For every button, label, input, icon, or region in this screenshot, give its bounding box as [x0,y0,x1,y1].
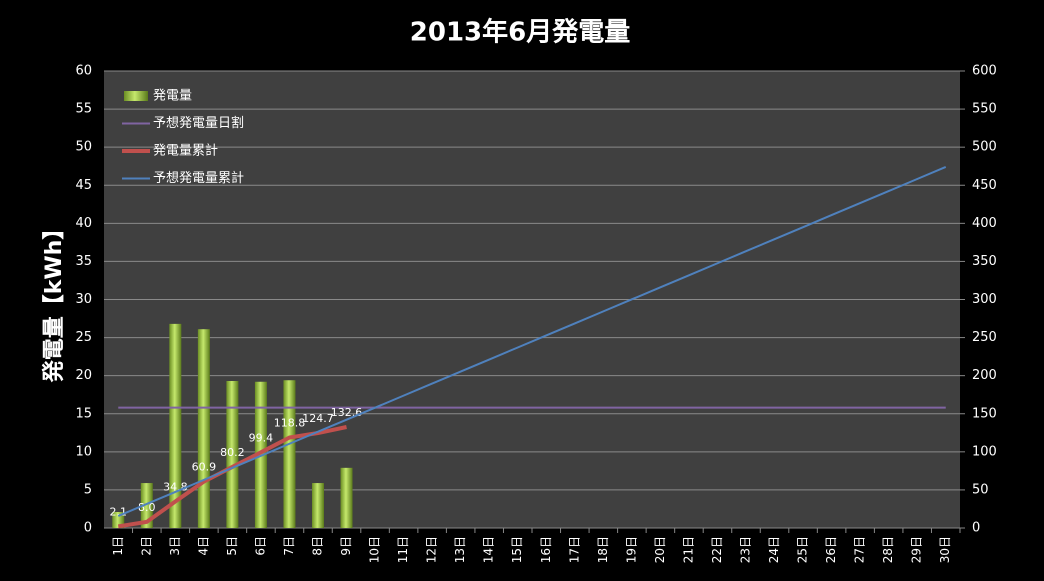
bar [169,323,182,528]
x-tick-label: 1日 [111,536,125,556]
x-tick-label: 3日 [168,536,182,556]
legend-label: 予想発電量日割 [153,115,244,131]
x-tick-label: 15日 [510,536,524,563]
x-tick-label: 27日 [853,536,867,563]
y2-tick-label: 350 [972,254,997,269]
y-tick-label: 0 [84,521,92,536]
bar [283,380,296,528]
line [117,166,947,517]
x-tick-label: 24日 [767,536,781,563]
data-label: 124.7 [302,412,334,425]
x-tick-label: 8日 [311,536,325,556]
y-tick-label: 55 [75,102,92,117]
y-tick-label: 50 [75,140,92,155]
y-tick-label: 45 [75,178,92,193]
data-label: 80.2 [220,446,245,459]
x-tick-label: 11日 [396,536,410,563]
y-tick-label: 40 [75,216,92,231]
x-tick-label: 26日 [824,536,838,563]
data-label: 2.1 [110,505,128,518]
x-tick-label: 17日 [567,536,581,563]
legend-label: 予想発電量累計 [153,170,244,186]
data-label: 132.6 [331,406,363,419]
x-tick-label: 18日 [596,536,610,563]
y2-tick-label: 250 [972,330,997,345]
y2-tick-label: 450 [972,178,997,193]
x-tick-label: 14日 [482,536,496,563]
x-tick-label: 25日 [796,536,810,563]
x-tick-label: 20日 [653,536,667,563]
chart-title: 2013年6月発電量 [410,17,630,48]
x-tick-label: 12日 [425,536,439,563]
y2-tick-label: 300 [972,292,997,307]
legend-label: 発電量累計 [153,143,218,159]
y-tick-label: 35 [75,254,92,269]
bar [140,483,153,528]
x-tick-label: 16日 [539,536,553,563]
x-tick-label: 21日 [681,536,695,563]
y2-tick-label: 400 [972,216,997,231]
x-tick-label: 2日 [139,536,153,556]
x-tick-label: 28日 [881,536,895,563]
x-tick-label: 10日 [368,536,382,563]
y-tick-label: 5 [84,482,92,497]
y2-tick-label: 100 [972,444,997,459]
y-tick-label: 20 [75,368,92,383]
x-tick-label: 7日 [282,536,296,556]
x-tick-label: 13日 [453,536,467,563]
x-tick-label: 23日 [739,536,753,563]
y2-tick-label: 50 [972,482,989,497]
bar [340,467,353,528]
y-tick-label: 30 [75,292,92,307]
data-label: 99.4 [249,431,274,444]
x-tick-label: 9日 [339,536,353,556]
y2-tick-label: 550 [972,102,997,117]
y2-tick-label: 500 [972,140,997,155]
bar [197,329,210,528]
y-tick-label: 15 [75,406,92,421]
y2-tick-label: 0 [972,521,980,536]
legend-swatch [124,91,148,101]
y2-tick-label: 150 [972,406,997,421]
y-tick-label: 60 [75,64,92,79]
x-tick-label: 19日 [624,536,638,563]
x-tick-label: 22日 [710,536,724,563]
y2-tick-label: 200 [972,368,997,383]
bar [312,483,324,528]
y-tick-label: 10 [75,444,92,459]
data-label: 8.0 [138,501,156,514]
legend-label: 発電量 [153,89,192,104]
x-tick-label: 6日 [253,536,267,556]
y-axis-label: 発電量【kWh】 [42,218,67,384]
data-label: 60.9 [192,461,217,474]
x-tick-label: 5日 [225,536,239,556]
x-tick-label: 4日 [196,536,210,556]
y-tick-label: 25 [75,330,92,345]
x-tick-label: 30日 [938,536,952,563]
bar [226,380,239,528]
x-tick-label: 29日 [910,536,924,563]
y2-tick-label: 600 [972,64,997,79]
data-label: 118.8 [274,417,306,430]
